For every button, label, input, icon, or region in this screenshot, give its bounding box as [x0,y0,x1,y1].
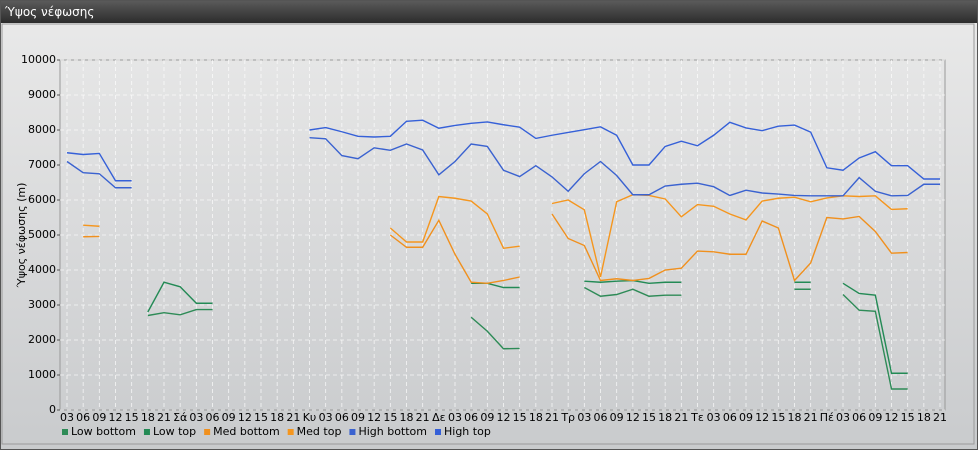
series-line [309,137,940,197]
x-tick-label: 03 [577,411,591,424]
chart-title: Ύψος νέφωσης [5,5,95,19]
x-tick-label: 18 [400,411,414,424]
legend-marker [62,429,68,435]
x-tick-label: 06 [76,411,90,424]
y-tick-label: 1000 [28,368,56,381]
x-tick-label: 15 [771,411,785,424]
x-tick-label: Κυ [303,411,317,424]
x-tick-label: 21 [286,411,300,424]
legend-marker [143,429,150,435]
x-tick-label: 15 [642,411,656,424]
series-line [309,119,940,180]
x-tick-label: 06 [335,411,349,424]
series-line [842,293,908,390]
x-tick-label: 12 [755,411,769,424]
series-line [551,194,908,278]
x-tick-label: 18 [658,411,672,424]
series-line [583,286,682,297]
series-line [551,213,908,282]
x-tick-label: 18 [270,411,284,424]
x-tick-label: 09 [480,411,494,424]
x-tick-label: 18 [917,411,931,424]
x-tick-label: 12 [109,411,123,424]
series-line [147,281,213,313]
x-tick-label: 18 [141,411,155,424]
x-tick-label: 06 [464,411,478,424]
x-tick-label: 15 [125,411,139,424]
y-tick-label: 8000 [28,123,56,136]
y-tick-label: 10000 [21,53,56,66]
y-axis-title: Ύψος νέφωσης (m) [15,183,28,289]
panel [1,23,975,445]
y-tick-label: 7000 [28,158,56,171]
x-tick-label: 03 [448,411,462,424]
y-tick-label: 4000 [28,263,56,276]
x-tick-label: 12 [885,411,899,424]
x-tick-label: 12 [497,411,511,424]
legend-label: Low bottom [71,425,136,438]
legend-label: Med bottom [213,425,280,438]
series-line [389,195,520,250]
x-tick-label: 09 [222,411,236,424]
chart: Ύψος νέφωσης (m) 0 1000 2000 3000 4000 5000 60… [1,23,975,445]
y-tick-label: 2000 [28,333,56,346]
x-tick-label: 21 [933,411,947,424]
x-tick-label: 06 [206,411,220,424]
title-bar: Ύψος νέφωσης [1,1,977,23]
x-tick-label: Πέ [820,411,834,424]
x-tick-label: 15 [513,411,527,424]
x-tick-label: 15 [901,411,915,424]
x-tick-label: 09 [351,411,365,424]
x-tick-label: 21 [157,411,171,424]
x-tick-label: Τε [690,411,704,424]
x-tick-label: 06 [723,411,737,424]
series-line [842,282,908,374]
legend-marker [349,429,356,435]
series-line [147,308,213,317]
legend-label: High top [444,425,491,438]
x-tick-label: 09 [739,411,753,424]
x-tick-label: 03 [319,411,333,424]
x-tick-label: 12 [238,411,252,424]
x-tick-label: 12 [367,411,381,424]
x-tick-label: 09 [610,411,624,424]
series-line [471,282,520,289]
x-tick-label: 15 [254,411,268,424]
x-tick-label: 21 [545,411,559,424]
x-tick-label: 18 [788,411,802,424]
y-tick-label: 5000 [28,228,56,241]
x-tick-label: 03 [836,411,850,424]
series-line [470,316,520,350]
legend-marker [204,429,211,435]
series-line [83,224,100,227]
x-tick-label: Δε [432,411,446,424]
x-tick-label: Τρ [560,411,575,424]
x-tick-label: 06 [594,411,608,424]
x-tick-label: 09 [92,411,106,424]
legend-label: High bottom [358,425,427,438]
x-tick-label: 21 [674,411,688,424]
series-line [66,152,132,182]
x-tick-label: 06 [852,411,866,424]
x-tick-label: 21 [804,411,818,424]
x-tick-label: 21 [416,411,430,424]
y-tick-label: 6000 [28,193,56,206]
series-line [389,218,520,285]
y-tick-label: 9000 [28,88,56,101]
legend-label: Low top [153,425,196,438]
x-tick-label: 09 [868,411,882,424]
y-tick-label: 0 [49,403,56,416]
x-tick-label: Σά [173,411,187,424]
legend-marker [287,429,294,435]
x-tick-label: 12 [626,411,640,424]
x-tick-label: 03 [60,411,74,424]
legend-marker [435,429,441,435]
x-tick-label: 15 [383,411,397,424]
x-tick-label: 03 [707,411,721,424]
y-tick-label: 3000 [28,298,56,311]
x-tick-label: 18 [529,411,543,424]
series-line [66,160,132,189]
x-tick-label: 03 [189,411,203,424]
legend-label: Med top [297,425,342,438]
